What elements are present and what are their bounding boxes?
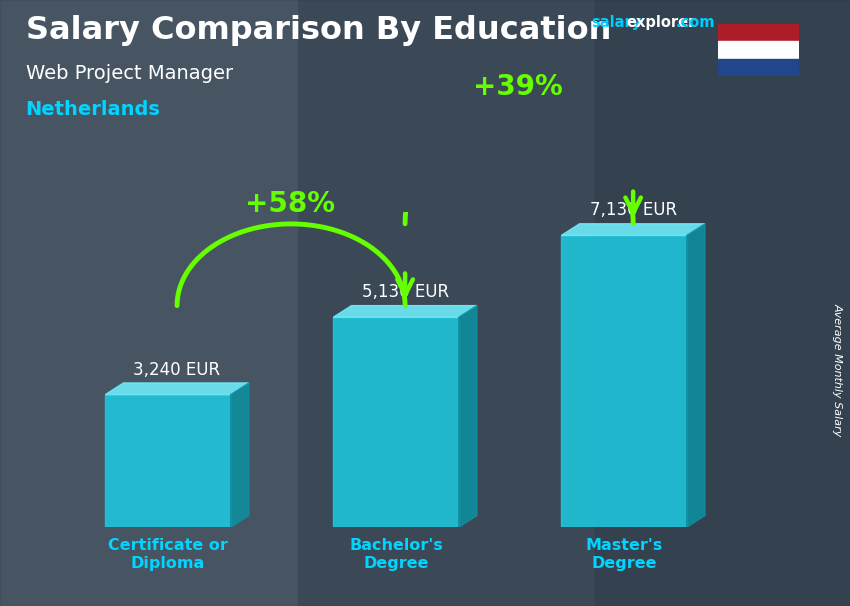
- Text: 3,240 EUR: 3,240 EUR: [133, 361, 221, 379]
- Text: .com: .com: [676, 15, 715, 30]
- Text: Web Project Manager: Web Project Manager: [26, 64, 233, 82]
- Polygon shape: [687, 224, 705, 527]
- Text: explorer: explorer: [626, 15, 696, 30]
- Text: Average Monthly Salary: Average Monthly Salary: [832, 303, 842, 436]
- Bar: [595, 0, 850, 606]
- Bar: [298, 0, 595, 606]
- Bar: [718, 24, 799, 41]
- Text: +39%: +39%: [473, 73, 563, 101]
- Bar: [333, 318, 459, 527]
- Polygon shape: [105, 383, 249, 395]
- Text: Netherlands: Netherlands: [26, 100, 161, 119]
- Bar: [0, 0, 298, 606]
- Text: 5,130 EUR: 5,130 EUR: [361, 283, 449, 301]
- Text: 7,130 EUR: 7,130 EUR: [590, 201, 677, 219]
- Polygon shape: [561, 224, 705, 236]
- Text: +58%: +58%: [245, 190, 335, 218]
- Bar: [718, 59, 799, 76]
- Polygon shape: [333, 305, 477, 318]
- Bar: [561, 236, 687, 527]
- Text: salary: salary: [591, 15, 641, 30]
- Text: Salary Comparison By Education: Salary Comparison By Education: [26, 15, 611, 46]
- Bar: [718, 41, 799, 59]
- Bar: [105, 395, 230, 527]
- Polygon shape: [230, 383, 249, 527]
- Polygon shape: [459, 305, 477, 527]
